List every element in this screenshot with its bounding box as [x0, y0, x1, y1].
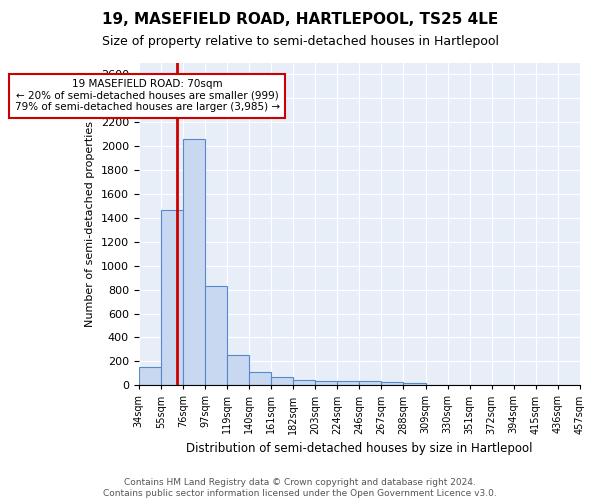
Bar: [139, 368, 161, 386]
Bar: [337, 381, 359, 386]
Bar: [293, 380, 315, 386]
Bar: [382, 382, 403, 386]
X-axis label: Distribution of semi-detached houses by size in Hartlepool: Distribution of semi-detached houses by …: [186, 442, 533, 455]
Text: 19, MASEFIELD ROAD, HARTLEPOOL, TS25 4LE: 19, MASEFIELD ROAD, HARTLEPOOL, TS25 4LE: [102, 12, 498, 28]
Text: Contains HM Land Registry data © Crown copyright and database right 2024.
Contai: Contains HM Land Registry data © Crown c…: [103, 478, 497, 498]
Bar: [183, 139, 205, 386]
Bar: [359, 381, 382, 386]
Bar: [161, 210, 183, 386]
Bar: [271, 377, 293, 386]
Bar: [227, 356, 249, 386]
Text: Size of property relative to semi-detached houses in Hartlepool: Size of property relative to semi-detach…: [101, 35, 499, 48]
Bar: [205, 286, 227, 386]
Text: 19 MASEFIELD ROAD: 70sqm
← 20% of semi-detached houses are smaller (999)
79% of : 19 MASEFIELD ROAD: 70sqm ← 20% of semi-d…: [14, 79, 280, 112]
Bar: [249, 372, 271, 386]
Bar: [403, 383, 425, 386]
Bar: [315, 381, 337, 386]
Y-axis label: Number of semi-detached properties: Number of semi-detached properties: [85, 121, 95, 327]
